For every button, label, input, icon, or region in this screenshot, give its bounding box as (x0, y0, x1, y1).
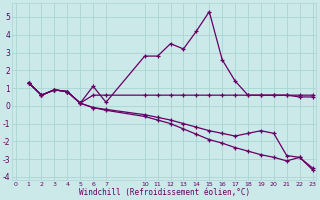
X-axis label: Windchill (Refroidissement éolien,°C): Windchill (Refroidissement éolien,°C) (78, 188, 250, 197)
